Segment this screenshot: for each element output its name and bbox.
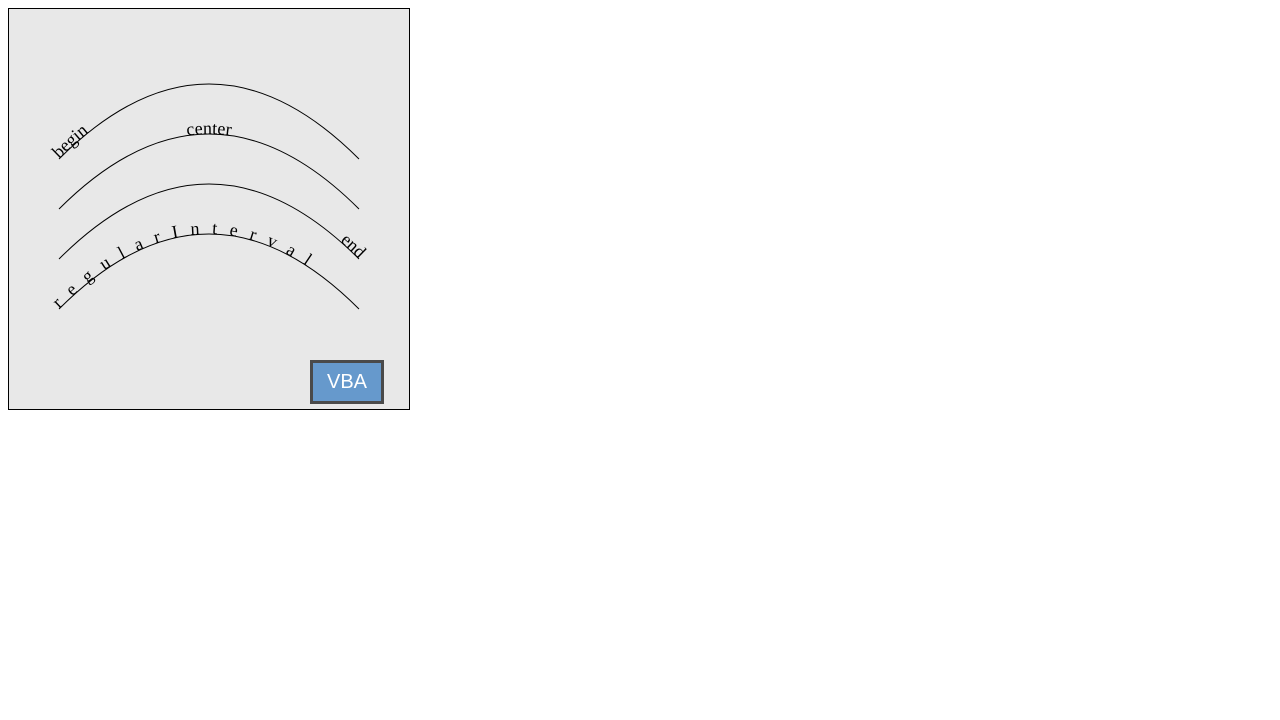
center-label-text: center (185, 118, 233, 140)
center-label: center (185, 118, 233, 140)
arc-center (58, 133, 360, 210)
vba-button[interactable]: VBA (310, 360, 384, 404)
end-label-text: end (337, 229, 370, 262)
end-label: end (337, 229, 370, 262)
begin-label: begin (48, 120, 92, 162)
begin-label-text: begin (48, 120, 92, 162)
text-on-path-canvas: begin center end regularInterval (48, 83, 370, 312)
diagram-panel: begin center end regularInterval VBA (8, 8, 410, 410)
